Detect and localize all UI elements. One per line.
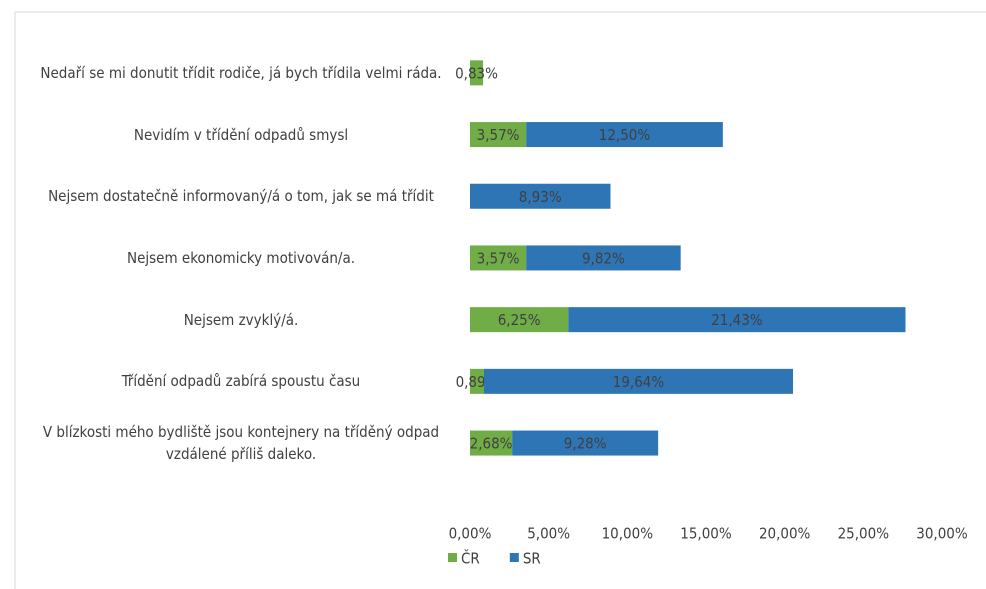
legend-label: ČR <box>461 549 480 568</box>
data-label: 3,57% <box>477 126 520 144</box>
x-tick-label: 30,00% <box>916 525 968 543</box>
bar-segment <box>526 245 681 271</box>
category-label: Nejsem ekonomicky motivován/a. <box>126 248 356 267</box>
data-label: 6,25% <box>498 311 541 329</box>
data-label: 8,93% <box>519 188 562 206</box>
category-label: Nejsem zvyklý/á. <box>183 310 299 329</box>
legend-swatch <box>448 553 457 562</box>
data-label: 12,50% <box>599 126 651 144</box>
data-label: 19,64% <box>613 373 665 391</box>
bar-segment <box>470 245 527 271</box>
data-label: 3,57% <box>477 249 520 267</box>
bar-segment <box>470 183 611 209</box>
legend-swatch <box>509 553 519 562</box>
bar-segment <box>470 307 569 333</box>
bar-segment <box>526 122 723 148</box>
legend-label: SR <box>523 550 541 568</box>
x-tick-label: 5,00% <box>527 525 570 543</box>
data-label: 21,43% <box>711 311 763 329</box>
bar-segment <box>470 430 513 456</box>
bar-segment <box>470 122 527 148</box>
bar-segment <box>568 307 906 333</box>
category-label: Třídění odpadů zabírá spoustu času <box>121 372 361 391</box>
x-tick-label: 20,00% <box>759 525 811 543</box>
x-tick-label: 25,00% <box>838 525 890 543</box>
category-label: Nedaří se mi donutit třídit rodiče, já b… <box>40 63 442 82</box>
data-label: 9,82% <box>582 249 625 267</box>
bar-segment <box>512 430 659 456</box>
data-label: 2,68% <box>470 435 513 453</box>
bar-segment <box>484 368 794 394</box>
x-tick-label: 15,00% <box>680 525 732 543</box>
data-label: 0,83% <box>455 64 498 82</box>
category-label: Nejsem dostatečně informovaný/á o tom, j… <box>48 187 434 206</box>
category-label: Nevidím v třídění odpadů smysl <box>133 125 349 144</box>
x-tick-label: 0,00% <box>449 525 492 543</box>
data-label: 9,28% <box>564 435 607 453</box>
bar-segment <box>470 368 485 394</box>
bar-segment <box>470 60 484 86</box>
x-tick-label: 10,00% <box>602 525 654 543</box>
category-label: V blízkosti mého bydliště jsou kontejner… <box>42 423 440 464</box>
